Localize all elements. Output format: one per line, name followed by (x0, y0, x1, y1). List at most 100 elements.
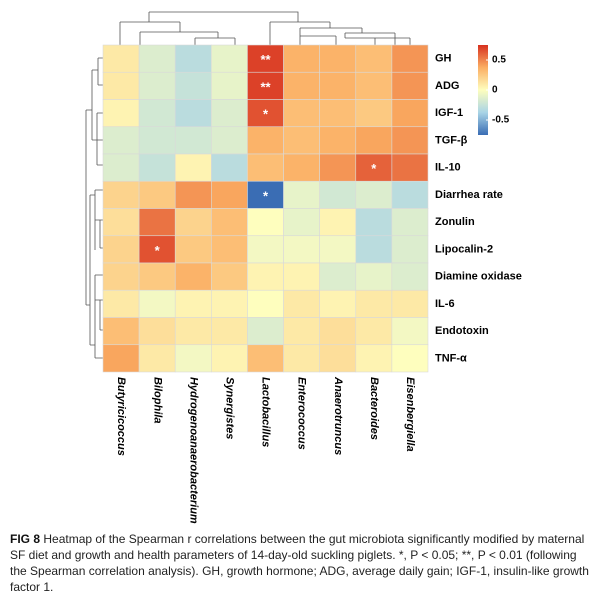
heat-cell (391, 44, 429, 73)
heat-cell (355, 289, 393, 318)
heat-cell (247, 44, 284, 73)
heat-cell (211, 317, 248, 346)
column-dendrogram (119, 11, 411, 45)
row-label: Lipocalin-2 (435, 243, 493, 255)
heat-cell (355, 317, 393, 346)
heat-cell (355, 208, 393, 237)
row-label: TNF-α (435, 352, 467, 364)
heat-cell (138, 208, 176, 237)
heat-cell (247, 344, 284, 373)
row-label: Zonulin (435, 216, 475, 228)
heat-cell (174, 71, 212, 100)
heat-cell (211, 180, 248, 209)
heat-cell (247, 126, 284, 155)
heat-cell (138, 71, 176, 100)
heat-cell (391, 289, 429, 318)
heat-cell (391, 153, 429, 182)
heat-cell (138, 180, 176, 209)
colorbar-tick-label: 0.5 (492, 55, 506, 66)
column-label: Eisenbergiella (404, 377, 416, 452)
heat-cell (211, 344, 248, 373)
heat-cell (174, 208, 212, 237)
heat-cell (283, 262, 320, 291)
row-dendrogram (85, 57, 103, 359)
significance-label: ** (260, 52, 271, 67)
colorbar-tick-label: 0 (492, 85, 498, 96)
heat-cell (319, 99, 357, 128)
heat-cell (174, 289, 212, 318)
row-label: IL-10 (435, 162, 461, 174)
heat-cell (247, 208, 284, 237)
heat-cell (102, 153, 140, 182)
heat-cell (283, 153, 320, 182)
row-label: ADG (435, 80, 459, 92)
heat-cell (391, 71, 429, 100)
heat-cell (211, 153, 248, 182)
heat-cell (174, 44, 212, 73)
heat-cell (355, 126, 393, 155)
heat-cell (283, 71, 320, 100)
heat-cell (391, 317, 429, 346)
heat-cell (283, 289, 320, 318)
heat-cell (102, 344, 140, 373)
row-label: GH (435, 53, 452, 65)
significance-label: ** (260, 79, 271, 94)
heat-cell (138, 99, 176, 128)
heat-cell (391, 235, 429, 264)
heat-cell (174, 262, 212, 291)
heat-cell (355, 180, 393, 209)
heat-cell (138, 262, 176, 291)
heat-cell (102, 317, 140, 346)
column-label: Bilophila (151, 377, 163, 423)
heat-cell (391, 262, 429, 291)
heat-cell (211, 262, 248, 291)
row-label: IGF-1 (435, 107, 463, 119)
heat-cell (211, 289, 248, 318)
heat-cell (391, 180, 429, 209)
heat-cell (138, 235, 176, 264)
heat-cell (247, 153, 284, 182)
heat-cell (355, 99, 393, 128)
heat-cell (355, 344, 393, 373)
significance-label: * (371, 161, 377, 176)
heat-cell (138, 289, 176, 318)
heat-cell (283, 99, 320, 128)
heat-cell (319, 71, 357, 100)
heat-cell (247, 99, 284, 128)
heat-cell (138, 44, 176, 73)
heat-cell (102, 99, 140, 128)
heat-cell (211, 208, 248, 237)
row-label: Diarrhea rate (435, 189, 503, 201)
heat-cell (211, 99, 248, 128)
significance-label: * (263, 107, 269, 122)
heat-cell (174, 235, 212, 264)
heat-cell (174, 317, 212, 346)
heat-cell (247, 317, 284, 346)
row-label: Endotoxin (435, 325, 489, 337)
heat-cell (102, 180, 140, 209)
heat-cell (102, 262, 140, 291)
column-label: Butyricicoccus (115, 377, 127, 456)
heat-cell (319, 235, 357, 264)
heat-cell (102, 235, 140, 264)
heat-cell (319, 153, 357, 182)
column-label: Synergistes (223, 377, 235, 439)
heat-cell (319, 44, 357, 73)
heat-cell (138, 317, 176, 346)
heat-cell (247, 262, 284, 291)
column-label: Hydrogenoanaerobacterium (187, 377, 199, 524)
heat-cell (319, 208, 357, 237)
heat-cell (102, 44, 140, 73)
heat-cell (211, 44, 248, 73)
heat-cell (319, 317, 357, 346)
heat-cell (319, 126, 357, 155)
heat-cell (138, 153, 176, 182)
heat-cell (319, 344, 357, 373)
heat-cell (355, 262, 393, 291)
heat-cell (283, 235, 320, 264)
heat-cell (211, 71, 248, 100)
heat-cell (283, 180, 320, 209)
heat-cell (211, 235, 248, 264)
heat-cell (102, 208, 140, 237)
